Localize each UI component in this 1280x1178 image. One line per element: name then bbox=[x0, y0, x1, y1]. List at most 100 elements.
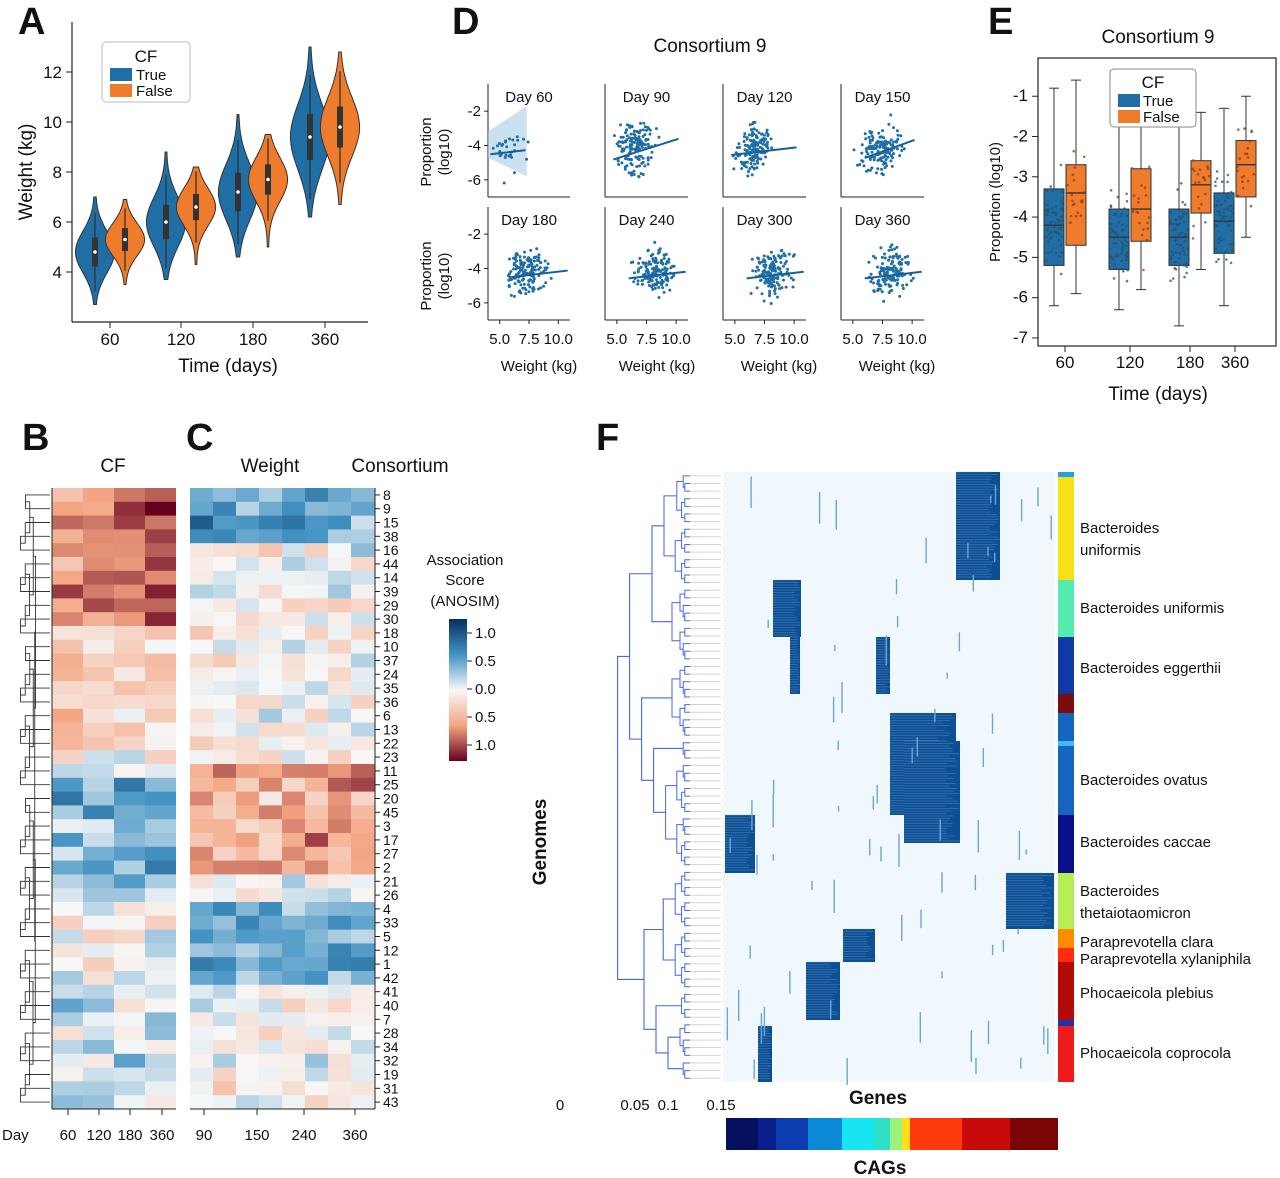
point bbox=[653, 286, 657, 290]
heat-cell bbox=[259, 515, 283, 530]
heat-cell bbox=[83, 612, 114, 627]
point bbox=[648, 128, 652, 132]
x-tick-label: 7.5 bbox=[519, 331, 540, 348]
heat-cell bbox=[83, 874, 114, 889]
point bbox=[1138, 221, 1141, 225]
gene-speck bbox=[934, 708, 936, 723]
heat-cell bbox=[236, 612, 260, 627]
y-tick-label: -6 bbox=[1013, 288, 1028, 307]
y-tick-label: 6 bbox=[53, 213, 62, 232]
heat-cell bbox=[351, 1095, 375, 1110]
x-tick-label: 120 bbox=[1116, 353, 1144, 372]
point bbox=[1044, 208, 1047, 212]
y-tick-label: 8 bbox=[53, 163, 62, 182]
row-label: 41 bbox=[383, 984, 399, 1000]
point bbox=[542, 284, 546, 288]
point bbox=[651, 259, 655, 263]
point bbox=[522, 282, 526, 286]
point bbox=[650, 150, 654, 154]
heat-cell bbox=[52, 529, 83, 544]
point bbox=[1245, 152, 1249, 156]
gene-speck bbox=[753, 1059, 755, 1079]
heat-cell bbox=[52, 612, 83, 627]
point bbox=[646, 142, 650, 146]
heat-cell bbox=[52, 667, 83, 682]
heat-cell bbox=[145, 902, 176, 917]
point bbox=[1114, 242, 1118, 245]
heat-cell bbox=[114, 846, 145, 861]
heat-cell bbox=[114, 681, 145, 696]
heat-cell bbox=[351, 501, 375, 516]
heat-cell bbox=[351, 598, 375, 613]
gene-speck bbox=[767, 619, 769, 628]
heat-cell bbox=[351, 543, 375, 558]
point bbox=[1109, 255, 1113, 258]
heat-cell bbox=[145, 488, 176, 503]
point bbox=[646, 271, 650, 275]
point bbox=[1047, 210, 1050, 214]
point bbox=[1183, 203, 1187, 206]
heat-cell bbox=[190, 612, 214, 627]
point bbox=[625, 145, 629, 149]
heat-cell bbox=[213, 750, 237, 765]
heat-cell bbox=[282, 639, 306, 654]
x-tick-label: 5.0 bbox=[489, 331, 510, 348]
heat-cell bbox=[213, 860, 237, 875]
point bbox=[1125, 251, 1129, 254]
heat-cell bbox=[213, 515, 237, 530]
point bbox=[1175, 223, 1179, 227]
gene-cluster-block bbox=[773, 580, 801, 637]
gene-speck bbox=[994, 552, 996, 562]
point bbox=[896, 133, 900, 137]
subplot-day-150: Day 150 bbox=[840, 84, 924, 198]
dendro-branch bbox=[682, 742, 690, 755]
heat-cell bbox=[351, 736, 375, 751]
x-ticks: 60 120 180 360 bbox=[101, 322, 339, 349]
subplot-day-120: Day 120 bbox=[722, 84, 806, 198]
regression-line bbox=[628, 270, 686, 280]
point bbox=[743, 154, 747, 157]
weight-heatmap bbox=[190, 488, 376, 1110]
gene-speck bbox=[763, 1006, 766, 1037]
point bbox=[905, 283, 909, 287]
point bbox=[1169, 220, 1172, 224]
col-tick-label: 120 bbox=[86, 1127, 111, 1144]
point bbox=[509, 270, 513, 273]
point bbox=[902, 147, 906, 151]
heat-cell bbox=[305, 557, 329, 572]
point bbox=[510, 277, 514, 281]
species-color-band bbox=[1058, 637, 1074, 694]
point bbox=[1117, 221, 1121, 224]
heat-cell bbox=[305, 998, 329, 1013]
point bbox=[1226, 196, 1229, 200]
point bbox=[763, 265, 767, 269]
gene-speck bbox=[1047, 1028, 1049, 1054]
heat-cell bbox=[351, 1026, 375, 1041]
point bbox=[1053, 225, 1056, 229]
point bbox=[1192, 159, 1195, 162]
dendro-branch bbox=[684, 543, 690, 553]
point bbox=[786, 267, 790, 271]
point bbox=[1116, 234, 1119, 237]
point bbox=[519, 283, 523, 287]
heat-cell bbox=[213, 1040, 237, 1055]
gene-speck bbox=[729, 837, 731, 853]
point bbox=[1059, 272, 1063, 276]
row-label: 27 bbox=[383, 846, 399, 862]
x-tick-label: 5.0 bbox=[724, 331, 745, 348]
point bbox=[892, 152, 895, 156]
point bbox=[512, 171, 516, 175]
heat-cell bbox=[328, 984, 352, 999]
heat-cell bbox=[114, 943, 145, 958]
heat-cell bbox=[328, 764, 352, 779]
point bbox=[1246, 156, 1250, 159]
heat-cell bbox=[114, 584, 145, 599]
point bbox=[1071, 203, 1075, 207]
heat-cell bbox=[52, 1095, 83, 1110]
heat-cell bbox=[236, 626, 260, 641]
heat-cell bbox=[282, 764, 306, 779]
point bbox=[871, 136, 875, 140]
point bbox=[1174, 227, 1177, 230]
species-label: Bacteroides bbox=[1080, 520, 1159, 537]
